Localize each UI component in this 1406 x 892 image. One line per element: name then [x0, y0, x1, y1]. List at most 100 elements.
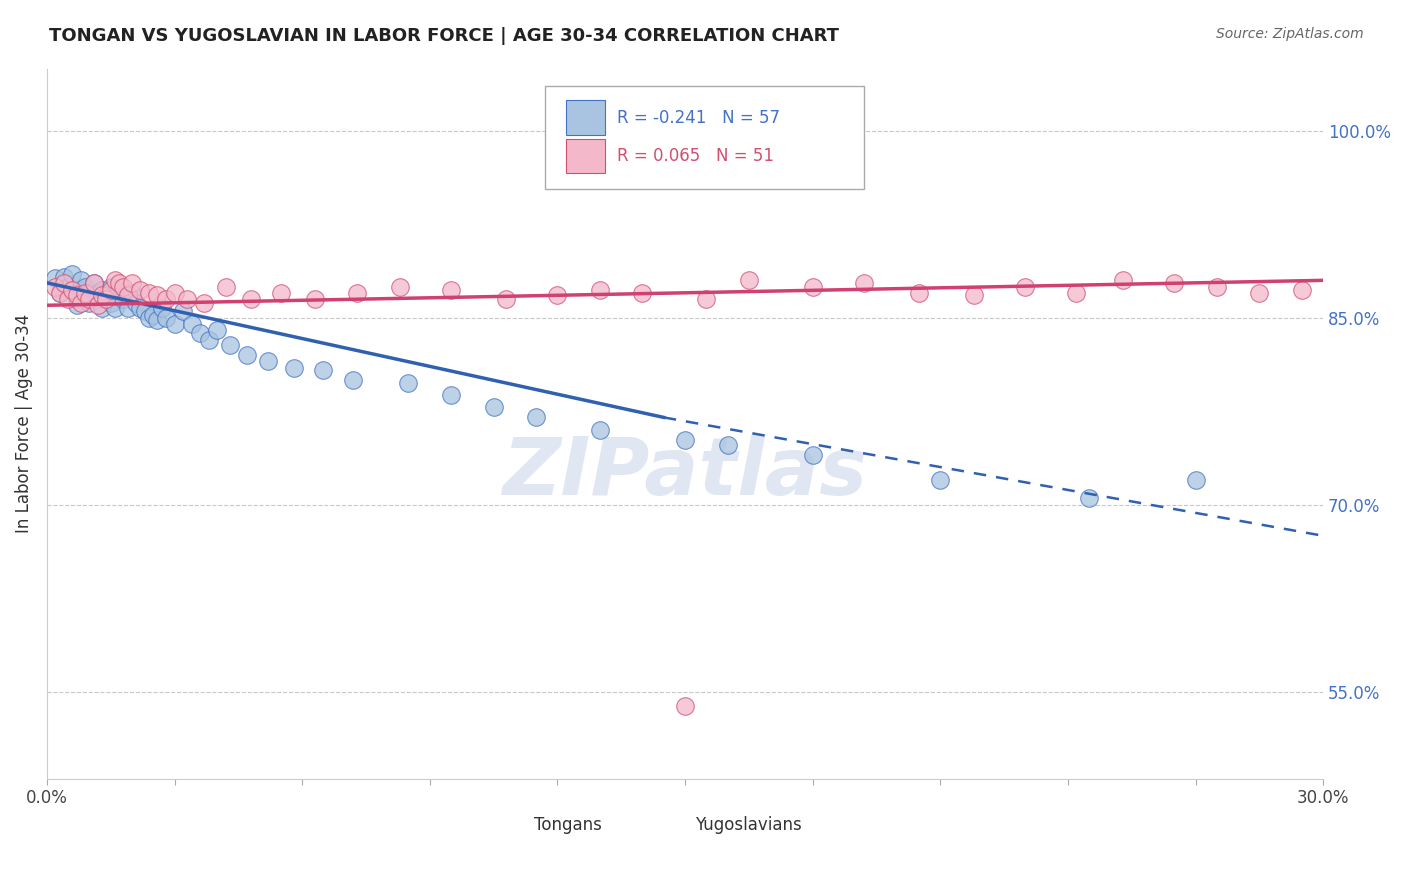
Point: [908, 285, 931, 300]
Point: [87, 298, 110, 312]
Point: [695, 292, 717, 306]
Point: [100, 295, 122, 310]
Point: [129, 301, 152, 315]
Point: [138, 310, 160, 325]
Point: [104, 301, 127, 315]
Point: [91, 283, 114, 297]
Point: [270, 285, 292, 300]
Point: [631, 285, 654, 300]
Point: [388, 279, 411, 293]
Text: ZIPatlas: ZIPatlas: [502, 434, 868, 512]
Point: [398, 376, 420, 390]
Point: [1291, 283, 1313, 297]
Point: [801, 448, 824, 462]
Y-axis label: In Labor Force | Age 30-34: In Labor Force | Age 30-34: [15, 314, 32, 533]
Point: [108, 283, 131, 297]
Point: [56, 292, 79, 306]
Point: [801, 279, 824, 293]
Point: [738, 273, 761, 287]
Point: [346, 285, 368, 300]
Point: [79, 295, 101, 310]
Point: [108, 276, 131, 290]
Point: [546, 288, 568, 302]
Point: [48, 285, 70, 300]
Point: [44, 270, 66, 285]
Point: [117, 301, 139, 315]
Point: [125, 295, 148, 310]
Point: [163, 317, 186, 331]
Point: [44, 279, 66, 293]
Point: [91, 301, 114, 315]
Point: [283, 360, 305, 375]
Text: R = 0.065   N = 51: R = 0.065 N = 51: [617, 147, 775, 165]
Point: [121, 276, 143, 290]
Point: [112, 279, 135, 293]
Bar: [567, 139, 605, 173]
Point: [138, 285, 160, 300]
Point: [188, 326, 211, 340]
Point: [716, 438, 738, 452]
Point: [79, 285, 101, 300]
Point: [112, 292, 135, 306]
Bar: [567, 101, 605, 135]
Point: [1078, 491, 1101, 506]
Point: [70, 273, 93, 287]
Point: [70, 295, 93, 310]
Point: [304, 292, 326, 306]
Point: [134, 304, 156, 318]
Point: [214, 279, 236, 293]
Point: [87, 285, 110, 300]
Point: [100, 283, 122, 297]
Text: Tongans: Tongans: [534, 816, 602, 834]
Point: [495, 292, 517, 306]
Point: [104, 273, 127, 287]
Point: [963, 288, 986, 302]
Point: [163, 285, 186, 300]
Point: [66, 288, 89, 302]
Point: [121, 285, 143, 300]
Point: [75, 288, 97, 302]
Point: [218, 338, 240, 352]
Point: [91, 288, 114, 302]
Point: [66, 298, 89, 312]
Point: [155, 292, 177, 306]
Point: [146, 288, 169, 302]
Point: [79, 292, 101, 306]
Point: [929, 473, 952, 487]
Point: [75, 285, 97, 300]
Point: [180, 317, 202, 331]
Point: [524, 410, 547, 425]
Point: [150, 301, 173, 315]
Point: [117, 288, 139, 302]
Point: [1205, 279, 1227, 293]
Point: [1066, 285, 1088, 300]
Point: [100, 279, 122, 293]
Point: [1014, 279, 1036, 293]
Point: [673, 433, 696, 447]
Point: [52, 276, 75, 290]
Text: Yugoslavians: Yugoslavians: [695, 816, 801, 834]
Point: [83, 276, 105, 290]
Point: [83, 276, 105, 290]
Point: [48, 285, 70, 300]
Point: [146, 313, 169, 327]
Point: [257, 354, 280, 368]
Point: [236, 348, 259, 362]
Point: [197, 333, 219, 347]
Text: Source: ZipAtlas.com: Source: ZipAtlas.com: [1216, 27, 1364, 41]
Point: [56, 279, 79, 293]
Point: [155, 310, 177, 325]
Text: R = -0.241   N = 57: R = -0.241 N = 57: [617, 109, 780, 127]
Point: [96, 292, 118, 306]
Point: [62, 283, 84, 297]
Point: [70, 283, 93, 297]
Point: [852, 276, 875, 290]
Point: [589, 283, 612, 297]
Point: [673, 699, 696, 714]
Point: [66, 292, 89, 306]
Point: [1184, 473, 1206, 487]
Point: [1249, 285, 1271, 300]
Point: [87, 292, 110, 306]
Point: [440, 388, 463, 402]
Point: [62, 267, 84, 281]
